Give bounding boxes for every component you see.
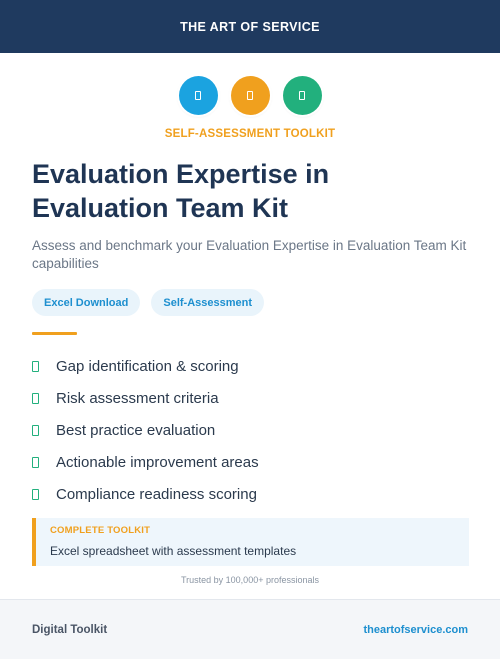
header-bar: THE ART OF SERVICE	[0, 0, 500, 53]
page-title-line-1: Evaluation Expertise in	[32, 159, 330, 189]
feature-item: Risk assessment criteria	[32, 382, 259, 414]
document-icon	[195, 91, 201, 100]
complete-toolkit-callout: COMPLETE TOOLKIT Excel spreadsheet with …	[32, 518, 469, 566]
callout-label: COMPLETE TOOLKIT	[50, 525, 151, 536]
page-title: Evaluation Expertise in Evaluation Team …	[32, 157, 472, 225]
header-title: THE ART OF SERVICE	[180, 19, 320, 34]
tag-self-assessment: Self-Assessment	[151, 289, 265, 316]
check-icon	[32, 456, 39, 468]
footer-bar: Digital Toolkit theartofservice.com	[0, 599, 500, 659]
feature-label: Best practice evaluation	[56, 421, 216, 439]
website-link[interactable]: theartofservice.com	[363, 623, 468, 636]
feature-label: Compliance readiness scoring	[56, 485, 257, 503]
check-icon	[32, 488, 39, 500]
trusted-note: Trusted by 100,000+ professionals	[180, 575, 319, 585]
feature-item: Compliance readiness scoring	[32, 478, 259, 510]
tag-excel-download: Excel Download	[32, 289, 141, 316]
feature-list: Gap identification & scoring Risk assess…	[32, 350, 259, 510]
check-icon	[32, 392, 39, 404]
document-icon	[299, 91, 305, 100]
tag-list: Excel Download Self-Assessment	[32, 289, 265, 316]
page-title-line-2: Evaluation Team Kit	[32, 193, 289, 223]
orange-document-icon	[230, 76, 270, 115]
check-icon	[32, 424, 39, 436]
green-document-icon	[282, 76, 322, 115]
page-description: Assess and benchmark your Evaluation Exp…	[32, 238, 467, 271]
feature-label: Actionable improvement areas	[56, 453, 259, 471]
feature-label: Gap identification & scoring	[56, 357, 239, 375]
icon-row	[0, 76, 500, 115]
feature-item: Best practice evaluation	[32, 414, 259, 446]
check-icon	[32, 360, 39, 372]
footer-label: Digital Toolkit	[32, 623, 108, 636]
callout-text: Excel spreadsheet with assessment templa…	[50, 544, 297, 558]
feature-label: Risk assessment criteria	[56, 389, 219, 407]
toolkit-label: SELF-ASSESSMENT TOOLKIT	[164, 128, 336, 140]
feature-item: Actionable improvement areas	[32, 446, 259, 478]
blue-document-icon	[178, 76, 218, 115]
document-icon	[247, 91, 253, 100]
feature-item: Gap identification & scoring	[32, 350, 259, 382]
accent-divider	[32, 332, 77, 335]
